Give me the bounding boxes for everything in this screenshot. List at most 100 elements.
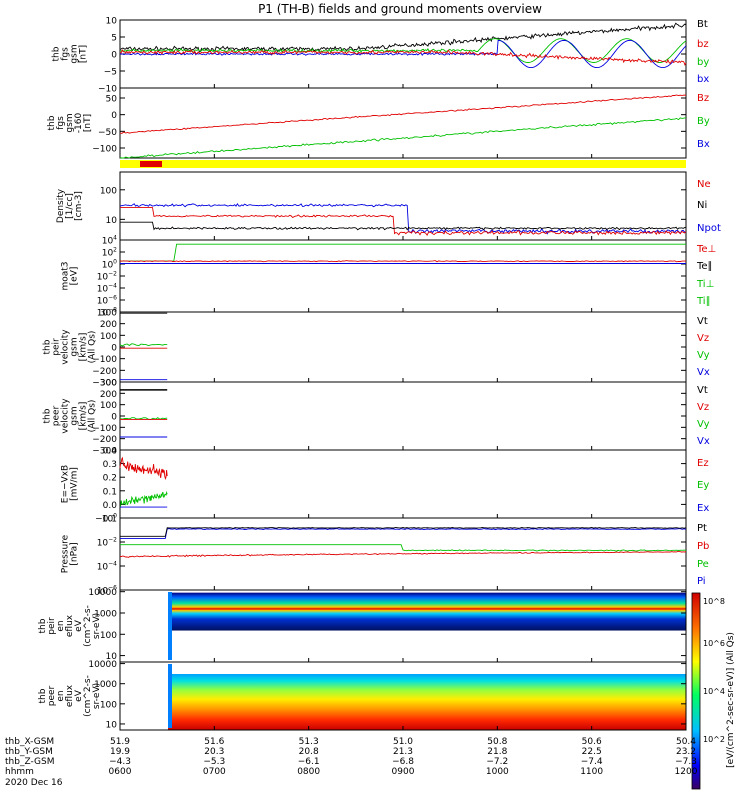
colorbar: 10^8 10^6 10^4 10^2 [eV/(cm^2-sec-sr-eV)…: [691, 592, 736, 790]
ytick-label: 200: [100, 320, 117, 330]
trace-Ni: [120, 221, 687, 231]
orbit-bar-marker: [140, 161, 162, 167]
xrow-0-value-6: 50.4: [676, 737, 696, 747]
ytick-label: 0.0: [103, 501, 118, 511]
legend-e-field-Ex: Ex: [697, 503, 709, 514]
ylabel-line: thb: [47, 115, 57, 130]
panel-frame-peir-velocity: [119, 311, 687, 383]
panel-fgs-gsm: thbfgsgsm[nT] 10 5 0 −5 −10 Bt bz by bx: [52, 17, 710, 95]
xrow-0-value-0: 51.9: [110, 737, 130, 747]
legend-pressure-Pb: Pb: [697, 541, 709, 552]
ylabel-line: thb: [38, 688, 48, 703]
xrow-2-value-6: −7.3: [675, 757, 697, 767]
ylabel-line: [1/cc]: [65, 193, 75, 219]
ytick-label: −300: [92, 379, 117, 389]
xrow-2-value-2: −6.1: [298, 757, 320, 767]
panel-frame-fgs-gsm-160: [119, 87, 687, 159]
legend-peir-velocity-Vy: Vy: [697, 350, 710, 361]
xrow-2-value-3: −6.8: [392, 757, 414, 767]
panel-e-field: E=−VxB[mV/m] 0.4 0.3 0.2 0.1 0.0 −0.1 Ez Ey Ex: [61, 447, 710, 525]
xrow-2-value-0: −4.3: [109, 757, 131, 767]
xrow-3-value-1: 0700: [203, 767, 226, 777]
ytick-label: −300: [92, 447, 117, 457]
ytick-label: 0.2: [103, 474, 117, 484]
xrow-3-value-2: 0800: [297, 767, 320, 777]
ytick-label: −5: [104, 68, 117, 78]
xrow-2-value-1: −5.3: [203, 757, 225, 767]
legend-pressure-Pe: Pe: [697, 559, 709, 570]
ylabel-line: en: [56, 620, 66, 631]
xrow-2-value-4: −7.2: [486, 757, 508, 767]
ytick-label: −200: [92, 435, 117, 445]
ylabel-density: Density[1/cc][cm-3]: [56, 188, 84, 223]
legend-peir-velocity-Vz: Vz: [697, 333, 709, 344]
panel-fgs-gsm-160: thbfgsgsm-160[nT] 50 0 −50 −100 Bz By Bx: [47, 87, 710, 159]
trace-Bz: [119, 94, 687, 134]
xrow-0-value-2: 51.3: [299, 737, 319, 747]
ylabel-line: (All Qs): [88, 400, 98, 433]
panel-frame-e-field: [119, 449, 687, 519]
ytick-label: 200: [100, 390, 117, 400]
xrow-1-value-3: 21.3: [393, 747, 413, 757]
ylabel-line: peer: [47, 685, 57, 706]
xrow-0-value-1: 51.6: [204, 737, 224, 747]
legend-peir-velocity-Vx: Vx: [697, 367, 710, 378]
trace-Bt: [119, 22, 687, 53]
ytick-label: 10: [106, 17, 118, 27]
xrow-1-value-6: 23.2: [676, 747, 696, 757]
ytick-label: 100: [100, 700, 117, 710]
peer-spectrogram: [168, 674, 686, 730]
legend-fgs-gsm-bx: bx: [697, 74, 709, 85]
trace-Te: [119, 260, 687, 263]
trace-Ne: [120, 207, 687, 236]
ytick-label: 104: [102, 235, 117, 247]
legend-density-Npot: Npot: [697, 223, 721, 234]
colorbar-gradient: [691, 592, 701, 790]
ytick-label: 5: [111, 34, 117, 44]
legend-fgs-gsm-160-Bz: Bz: [697, 93, 709, 104]
panel-frame-peer-velocity: [119, 381, 687, 451]
trace-Ez: [119, 456, 168, 480]
trace-Vy: [119, 417, 168, 420]
ytick-label: 100: [102, 259, 117, 271]
ylabel-line: Pressure: [61, 534, 71, 573]
xrow-label-0: thb_X-GSM: [5, 737, 54, 747]
xrow-label-2: thb_Z-GSM: [5, 757, 54, 767]
xrow-label-3: hhmm: [5, 767, 34, 777]
xrow-1-value-0: 19.9: [110, 747, 130, 757]
xrow-3-value-0: 0600: [109, 767, 132, 777]
xrow-1-value-1: 20.3: [204, 747, 224, 757]
ylabel-line: fgs: [61, 47, 71, 61]
ytick-label: 100: [102, 513, 117, 525]
ylabel-peer-eflux: thbpeerenefluxeV(cm^2-s-sr-eV): [38, 675, 102, 717]
xrow-0-value-3: 51.0: [393, 737, 413, 747]
ytick-label: 10−6: [97, 295, 117, 307]
ytick-label: 10: [106, 720, 118, 730]
ylabel-line: eflux: [65, 614, 75, 637]
trace-Pi: [120, 528, 687, 539]
legend-peer-velocity-Vx: Vx: [697, 436, 710, 447]
ylabel-line: thb: [38, 618, 48, 633]
ytick-label: 300: [100, 309, 117, 319]
legend-moat3-Te∥: Te∥: [696, 261, 713, 272]
ytick-label: 10: [106, 652, 118, 662]
legend-moat3-Te⊥: Te⊥: [696, 244, 716, 255]
panel-peer-eflux: thbpeerenefluxeV(cm^2-s-sr-eV) 10000 1000 1…: [38, 660, 687, 731]
colorbar-tick-3: 10^2: [703, 735, 725, 744]
ytick-label: 50: [106, 95, 118, 105]
ytick-label: 0.4: [103, 447, 118, 457]
ytick-label: −200: [92, 367, 117, 377]
ylabel-line: peir: [47, 617, 57, 635]
ytick-label: 10000: [88, 588, 117, 598]
ylabel-line: fgs: [56, 116, 66, 130]
ytick-label: 10−2: [97, 537, 117, 549]
ytick-label: 0.3: [103, 460, 117, 470]
peir-eflux-gap-column: [168, 592, 172, 660]
ytick-label: 10−4: [97, 283, 117, 295]
trace-Pt: [120, 527, 687, 537]
ytick-label: 10−6: [97, 585, 117, 597]
xrow-1-value-2: 20.8: [299, 747, 319, 757]
legend-fgs-gsm-160-Bx: Bx: [697, 139, 710, 150]
ylabel-line: velocity: [61, 398, 71, 434]
